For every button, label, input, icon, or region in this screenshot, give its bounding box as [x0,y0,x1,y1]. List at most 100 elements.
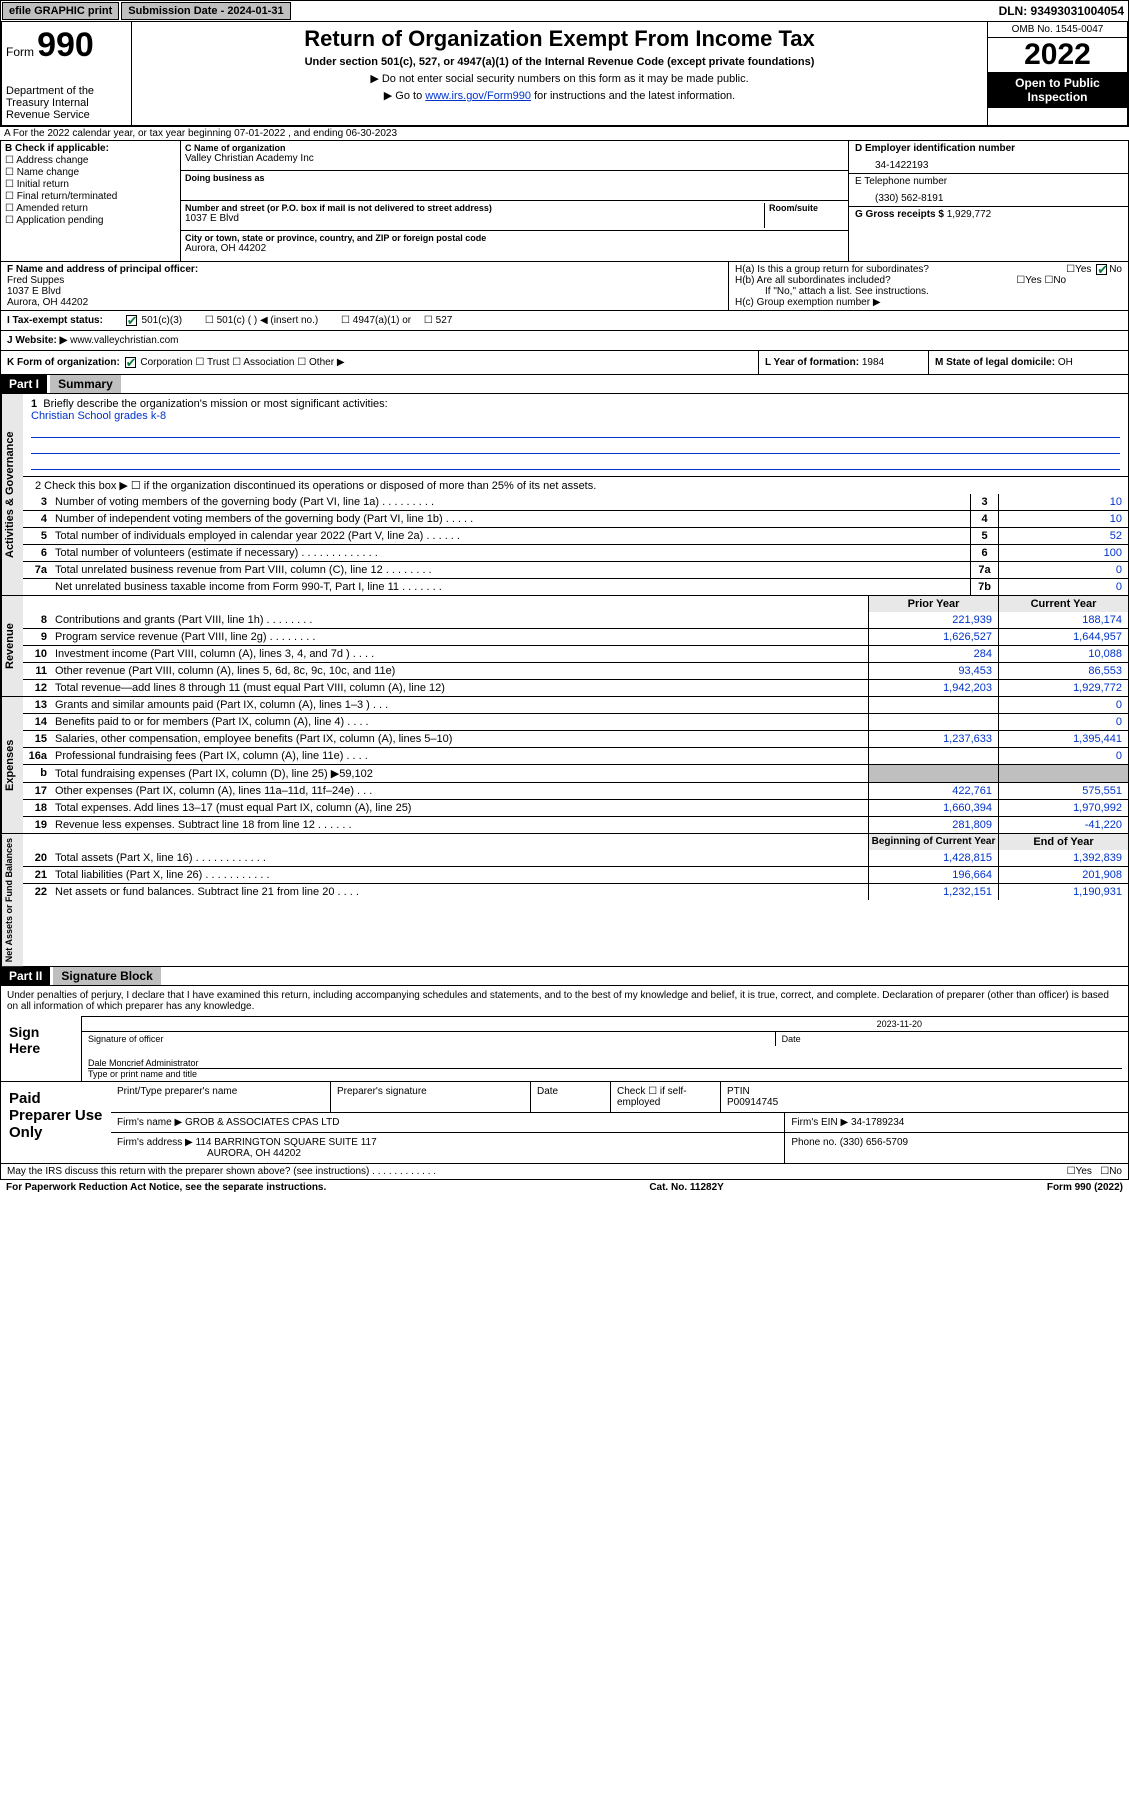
f-name: Fred Suppes [7,275,722,286]
sig-name: Dale Moncrief Administrator Type or prin… [82,1046,1128,1081]
city-lbl: City or town, state or province, country… [185,233,844,243]
part2-hdr: Part II Signature Block [0,967,1129,986]
dba-lbl: Doing business as [185,173,844,183]
sig-date-lbl: Date [776,1032,1128,1046]
part2-title: Signature Block [53,967,160,985]
chk-addr[interactable]: ☐ Address change [5,155,176,166]
data-row: 15Salaries, other compensation, employee… [23,730,1128,747]
col-m: M State of legal domicile: OH [928,351,1128,374]
footer-q-text: May the IRS discuss this return with the… [7,1166,436,1177]
i-501c3-chk[interactable] [126,315,137,326]
vlabel-rev: Revenue [1,596,23,696]
i-lbl: I Tax-exempt status: [7,315,103,326]
data-row: 9Program service revenue (Part VIII, lin… [23,628,1128,645]
footer-last: For Paperwork Reduction Act Notice, see … [0,1180,1129,1195]
prep-addr: Firm's address ▶ 114 BARRINGTON SQUARE S… [111,1133,785,1163]
sig-date-val: 2023-11-20 [82,1017,1128,1031]
irs-link[interactable]: www.irs.gov/Form990 [425,90,531,102]
room-lbl: Room/suite [769,203,844,213]
line2: 2 Check this box ▶ ☐ if the organization… [23,476,1128,494]
note-ssn: ▶ Do not enter social security numbers o… [136,72,983,85]
gross-lbl: G Gross receipts $ [855,209,944,220]
part2-tag: Part II [1,967,50,985]
omb-number: OMB No. 1545-0047 [988,22,1127,38]
footer-pra: For Paperwork Reduction Act Notice, see … [6,1182,326,1193]
data-row: 21Total liabilities (Part X, line 26) . … [23,866,1128,883]
top-bar: efile GRAPHIC print Submission Date - 20… [0,0,1129,22]
form-title: Return of Organization Exempt From Incom… [136,26,983,52]
net-hdr: Beginning of Current Year End of Year [23,834,1128,850]
vlabel-net: Net Assets or Fund Balances [1,834,23,966]
tel-val: (330) 562-8191 [855,187,1122,204]
f-addr2: Aurora, OH 44202 [7,297,722,308]
data-row: bTotal fundraising expenses (Part IX, co… [23,764,1128,782]
summary-exp: Expenses 13Grants and similar amounts pa… [0,697,1129,834]
header-left: Form 990 Department of the Treasury Inte… [2,22,132,125]
row-i: I Tax-exempt status: 501(c)(3) ☐ 501(c) … [0,311,1129,331]
prep-fields: Print/Type preparer's name Preparer's si… [111,1082,1128,1163]
efile-btn[interactable]: efile GRAPHIC print [2,2,119,20]
summary-rev: Revenue Prior Year Current Year 8Contrib… [0,596,1129,697]
ein-lbl: D Employer identification number [855,143,1122,154]
part1-hdr: Part I Summary [0,375,1129,394]
part1-tag: Part I [1,375,47,393]
col-b: B Check if applicable: ☐ Address change … [1,141,181,261]
sign-here-lbl: Sign Here [1,1016,81,1081]
py-hdr: Prior Year [868,596,998,612]
gov-row: 4Number of independent voting members of… [23,510,1128,527]
summary-net: Net Assets or Fund Balances Beginning of… [0,834,1129,967]
dln-text: DLN: 93493031004054 [999,4,1128,18]
chk-name[interactable]: ☐ Name change [5,167,176,178]
data-row: 12Total revenue—add lines 8 through 11 (… [23,679,1128,696]
prep-title: Paid Preparer Use Only [1,1082,111,1163]
col-k: K Form of organization: Corporation ☐ Tr… [1,351,758,374]
note-link: ▶ Go to www.irs.gov/Form990 for instruct… [136,89,983,102]
chk-final[interactable]: ☐ Final return/terminated [5,191,176,202]
ein-val: 34-1422193 [855,154,1122,171]
chk-amended[interactable]: ☐ Amended return [5,203,176,214]
header-mid: Return of Organization Exempt From Incom… [132,22,987,125]
bcy-hdr: Beginning of Current Year [868,834,998,850]
line-a: A For the 2022 calendar year, or tax yea… [0,127,1129,141]
addr-lbl: Number and street (or P.O. box if mail i… [185,203,764,213]
form-label: Form [6,45,34,59]
chk-pending[interactable]: ☐ Application pending [5,215,176,226]
city-row: City or town, state or province, country… [181,231,848,261]
sig-decl: Under penalties of perjury, I declare th… [1,986,1128,1016]
gross-cell: G Gross receipts $ 1,929,772 [849,207,1128,237]
form-number: 990 [37,26,94,64]
chk-initial[interactable]: ☐ Initial return [5,179,176,190]
ha-no-chk[interactable] [1096,264,1107,275]
prep-ein: Firm's EIN ▶ 34-1789234 [785,1113,1128,1132]
col-h: H(a) Is this a group return for subordin… [728,262,1128,310]
org-name-row: C Name of organization Valley Christian … [181,141,848,171]
prep-h5: PTINP00914745 [721,1082,1128,1112]
net-body: Beginning of Current Year End of Year 20… [23,834,1128,966]
rev-body: Prior Year Current Year 8Contributions a… [23,596,1128,696]
gov-row: 5Total number of individuals employed in… [23,527,1128,544]
prep-h1: Print/Type preparer's name [111,1082,331,1112]
prep-row3: Firm's address ▶ 114 BARRINGTON SQUARE S… [111,1133,1128,1163]
hc-row: H(c) Group exemption number ▶ [735,297,1122,308]
submission-date-btn[interactable]: Submission Date - 2024-01-31 [121,2,290,20]
col-f: F Name and address of principal officer:… [1,262,728,310]
ein-cell: D Employer identification number 34-1422… [849,141,1128,174]
city-val: Aurora, OH 44202 [185,243,844,254]
col-d: D Employer identification number 34-1422… [848,141,1128,261]
sig-row: Sign Here 2023-11-20 Signature of office… [1,1016,1128,1081]
k-corp-chk[interactable] [125,357,136,368]
data-row: 10Investment income (Part VIII, column (… [23,645,1128,662]
vlabel-exp: Expenses [1,697,23,833]
hb-row: H(b) Are all subordinates included? ☐Yes… [735,275,1122,286]
footer-cat: Cat. No. 11282Y [649,1182,723,1193]
gov-row: 7aTotal unrelated business revenue from … [23,561,1128,578]
data-row: 22Net assets or fund balances. Subtract … [23,883,1128,900]
j-lbl: J Website: ▶ [7,335,67,346]
footer-form: Form 990 (2022) [1047,1182,1123,1193]
dba-row: Doing business as [181,171,848,201]
data-row: 11Other revenue (Part VIII, column (A), … [23,662,1128,679]
prep-block: Paid Preparer Use Only Print/Type prepar… [0,1082,1129,1164]
prep-h3: Date [531,1082,611,1112]
footer-q-yn: ☐Yes ☐No [1067,1166,1122,1177]
f-addr1: 1037 E Blvd [7,286,722,297]
